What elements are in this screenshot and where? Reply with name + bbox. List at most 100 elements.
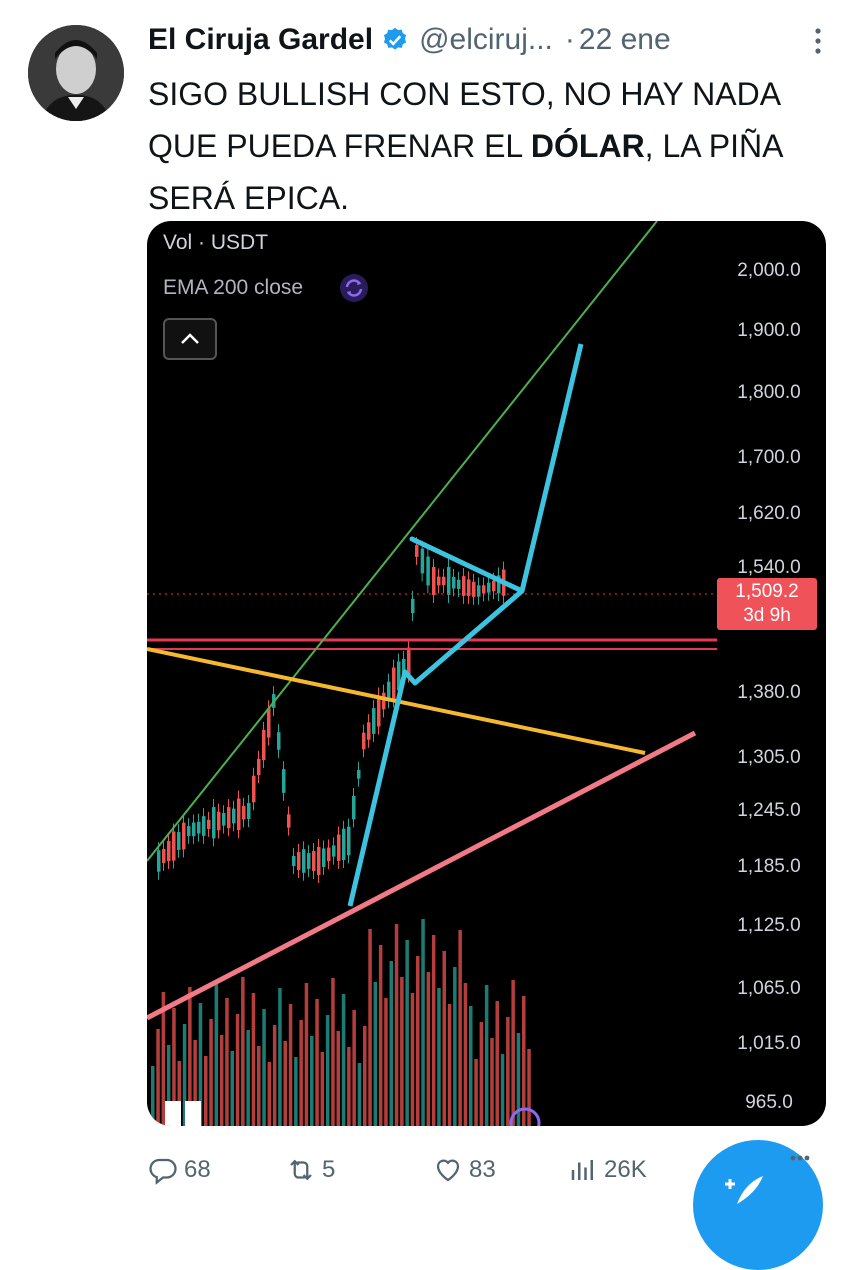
volume-bar [225, 998, 229, 1126]
separator: · [564, 23, 575, 56]
volume-bar [246, 1030, 250, 1126]
candle-body [157, 850, 161, 872]
author-name[interactable]: El Ciruja Gardel [148, 23, 374, 56]
volume-bar [331, 978, 335, 1126]
candle-body [262, 729, 266, 761]
more-icon[interactable] [808, 26, 828, 56]
candle-body [467, 579, 471, 596]
candle-body [287, 814, 291, 828]
action-bar: 68 5 83 26K [148, 1148, 854, 1192]
candle-body [252, 775, 256, 803]
author-avatar[interactable] [28, 25, 124, 121]
price-axis-label: 1,185.0 [737, 856, 801, 877]
chart-image[interactable]: Vol · USDT EMA 200 close 2,000.0 1,900.0 1… [147, 221, 826, 1126]
collapse-button[interactable] [163, 318, 217, 360]
volume-bar [214, 982, 219, 1126]
volume-bar [198, 1003, 203, 1126]
volume-bar [373, 982, 378, 1126]
retweet-icon [290, 1159, 312, 1181]
volume-bar [500, 1054, 505, 1126]
candle-body [167, 840, 171, 862]
volume-bar [437, 988, 441, 1126]
tweet-date[interactable]: 22 ene [578, 23, 671, 56]
volume-bar [410, 993, 415, 1126]
tradingview-logo-mark [165, 1101, 181, 1126]
volume-bar [421, 919, 425, 1126]
volume-bar [166, 1045, 171, 1126]
candle-body [237, 798, 241, 831]
candle-body [492, 580, 496, 592]
volume-bar [315, 999, 319, 1126]
volume-bar [336, 1031, 340, 1126]
volume-bar [458, 930, 462, 1126]
price-axis-label: 2,000.0 [737, 260, 801, 281]
countdown: 3d 9h [743, 605, 791, 626]
avatar-portrait [28, 25, 124, 121]
candle-body [347, 826, 351, 856]
tweet-header: El Ciruja Gardel @elciruj... · 22 ene [148, 18, 834, 62]
volume-bar [522, 996, 526, 1126]
views-count: 26K [604, 1156, 647, 1183]
retweet-button[interactable]: 5 [286, 1148, 335, 1192]
volume-bar [299, 1020, 303, 1126]
volume-bar [490, 1038, 494, 1126]
volume-bar [341, 994, 346, 1126]
tweet-text-part1: SIGO BULLISH CON ESTO, NO HAY NADA QUE P… [148, 76, 780, 164]
candle-body [177, 832, 181, 850]
volume-bar [278, 988, 282, 1126]
volume-bar [506, 1017, 510, 1126]
volume-bar [310, 1036, 314, 1126]
candle-body [182, 822, 186, 850]
views-button[interactable]: 26K [568, 1148, 647, 1192]
candle-body [377, 695, 381, 727]
volume-bar [272, 1025, 277, 1126]
volume-bar [469, 1006, 473, 1126]
price-axis-label: 1,305.0 [737, 747, 801, 768]
candle-body [162, 849, 166, 863]
candle-body [192, 822, 196, 837]
volume-bar [251, 993, 256, 1126]
volume-bar [188, 987, 192, 1126]
candle-body [207, 819, 211, 829]
price-axis-label: 1,800.0 [737, 382, 801, 403]
price-axis-label: 1,125.0 [737, 915, 801, 936]
fab-more-icon[interactable] [790, 1152, 810, 1164]
candle-body [415, 545, 419, 557]
candle-body [462, 576, 466, 596]
volume-bar [352, 1010, 356, 1126]
volume-bar [177, 1061, 181, 1126]
volume-bar [378, 945, 383, 1126]
candle-body [267, 708, 271, 738]
chevron-up-icon [181, 333, 199, 344]
candle-body [487, 582, 491, 593]
candle-body [302, 849, 306, 873]
volume-bar [442, 951, 446, 1126]
volume-bar [288, 1004, 293, 1126]
volume-bar [357, 1063, 362, 1126]
tradingview-logo-mark [185, 1101, 201, 1126]
price-axis-label: 1,245.0 [737, 800, 801, 821]
candle-body [212, 807, 216, 839]
volume-bar [241, 977, 245, 1126]
candle-body [397, 661, 401, 691]
volume-bar [479, 1022, 484, 1126]
ema-settings-icon[interactable] [339, 273, 369, 303]
tweet-text-part2: , LA PIÑA SERÁ EPICA. [148, 128, 782, 216]
candle-body [242, 805, 246, 820]
volume-bar [416, 956, 420, 1126]
tweet-text: SIGO BULLISH CON ESTO, NO HAY NADA QUE P… [148, 68, 838, 224]
reply-button[interactable]: 68 [148, 1148, 211, 1192]
candle-body [312, 851, 316, 871]
candle-body [172, 831, 176, 861]
volume-bar [400, 977, 404, 1126]
volume-bar [463, 983, 468, 1126]
candle-body [437, 576, 441, 586]
candle-body [342, 828, 346, 860]
author-handle[interactable]: @elciruj... [419, 23, 553, 56]
candle-body [222, 813, 226, 826]
price-chart [147, 221, 717, 1126]
volume-bar [527, 1049, 531, 1126]
trend-line-pink [147, 730, 697, 1021]
candle-body [392, 667, 396, 700]
like-button[interactable]: 83 [433, 1148, 496, 1192]
